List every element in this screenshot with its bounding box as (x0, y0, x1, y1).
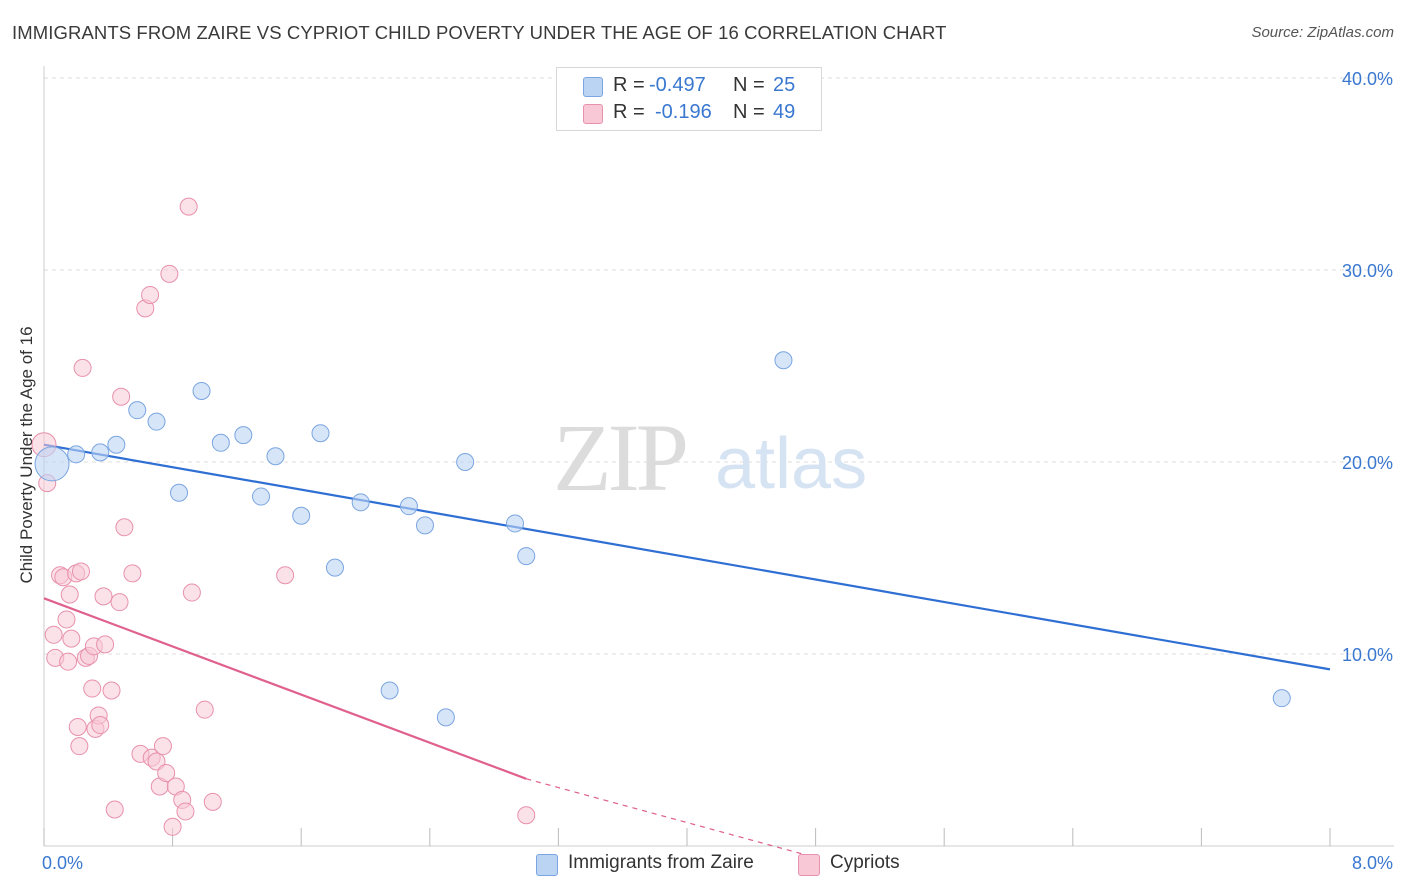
data-point-cypriots (203, 792, 222, 811)
legend-r-label: R = (613, 74, 645, 96)
data-point-zaire (252, 487, 271, 506)
data-point-cypriots (517, 806, 536, 825)
watermark-atlas: atlas (715, 424, 867, 504)
axes (43, 66, 1394, 847)
correlation-legend: R = -0.497 N = 25 R = -0.196 N = 49 (556, 67, 822, 131)
data-point-cypriots (276, 566, 295, 585)
legend-r-label: R = (613, 101, 645, 123)
data-point-cypriots (91, 716, 110, 735)
data-point-zaire (147, 412, 166, 431)
data-point-cypriots (182, 583, 201, 602)
data-point-cypriots (163, 817, 182, 836)
data-point-cypriots (179, 197, 198, 216)
data-point-cypriots (71, 562, 90, 581)
y-tick-label: 10.0% (1342, 645, 1393, 665)
data-point-zaire (292, 506, 311, 525)
data-points (31, 197, 1291, 836)
data-point-zaire (1272, 689, 1291, 708)
data-point-cypriots (60, 585, 79, 604)
data-point-zaire (211, 433, 230, 452)
y-tick-label: 30.0% (1342, 261, 1393, 281)
data-point-cypriots (70, 737, 89, 756)
data-point-cypriots (123, 564, 142, 583)
data-point-cypriots (59, 652, 78, 671)
bottom-legend-swatch-cypriots (798, 854, 820, 876)
data-point-zaire (311, 424, 330, 443)
bottom-legend-label-cypriots: Cypriots (830, 852, 900, 873)
legend-swatch-zaire (583, 77, 603, 97)
y-tick-label: 40.0% (1342, 69, 1393, 89)
bottom-legend-label-zaire: Immigrants from Zaire (568, 852, 754, 873)
data-point-cypriots (160, 264, 179, 283)
legend-n-label: N = (733, 74, 765, 96)
legend-n-value: 25 (773, 74, 796, 96)
y-axis-label: Child Poverty Under the Age of 16 (17, 326, 36, 584)
data-point-cypriots (83, 679, 102, 698)
data-point-zaire (456, 453, 475, 471)
tick-labels: 10.0% 20.0% 30.0% 40.0% 0.0% 8.0% (42, 69, 1393, 873)
chart-title: IMMIGRANTS FROM ZAIRE VS CYPRIOT CHILD P… (12, 22, 947, 43)
data-point-zaire (325, 558, 344, 577)
data-point-cypriots (141, 285, 160, 304)
data-point-cypriots (73, 358, 92, 377)
data-point-cypriots (68, 717, 87, 736)
trend-line-cypriots (43, 597, 527, 780)
data-point-cypriots (94, 587, 113, 606)
data-point-cypriots (57, 610, 76, 629)
data-point-zaire (266, 447, 285, 466)
data-point-cypriots (176, 802, 195, 821)
legend-r-value: -0.196 (655, 101, 712, 123)
x-tick-label: 0.0% (42, 853, 83, 873)
source-label: Source: ZipAtlas.com (1251, 24, 1394, 41)
data-point-zaire (67, 445, 86, 464)
data-point-cypriots (62, 629, 81, 648)
legend-n-label: N = (733, 101, 765, 123)
data-point-cypriots (153, 737, 172, 756)
data-point-zaire (505, 514, 524, 533)
data-point-zaire (415, 516, 434, 535)
data-point-cypriots (102, 681, 121, 700)
watermark: ZIP atlas (553, 404, 867, 511)
data-point-cypriots (115, 518, 134, 537)
data-point-cypriots (147, 752, 166, 771)
trend-lines (43, 443, 1331, 859)
x-tick-label: 8.0% (1352, 853, 1393, 873)
data-point-zaire (107, 435, 126, 454)
data-point-zaire (436, 708, 455, 727)
data-point-zaire (234, 426, 253, 445)
data-point-zaire (34, 446, 70, 482)
bottom-legend-swatch-zaire (536, 854, 558, 876)
data-point-zaire (517, 547, 536, 566)
data-point-cypriots (110, 593, 129, 612)
data-point-zaire (351, 493, 370, 512)
data-point-cypriots (157, 764, 176, 783)
data-point-cypriots (96, 635, 115, 654)
data-point-cypriots (44, 625, 63, 644)
legend-n-value: 49 (773, 101, 796, 123)
data-point-zaire (192, 381, 211, 400)
data-point-cypriots (105, 800, 124, 819)
y-tick-label: 20.0% (1342, 453, 1393, 473)
watermark-zip: ZIP (553, 404, 686, 511)
data-point-zaire (774, 351, 793, 370)
trend-line-zaire (43, 443, 1331, 671)
data-point-cypriots (112, 387, 131, 406)
data-point-zaire (399, 497, 418, 516)
data-point-zaire (170, 483, 189, 502)
legend-swatch-cypriots (583, 104, 603, 124)
data-point-zaire (91, 443, 110, 462)
data-point-zaire (128, 401, 147, 420)
data-point-zaire (380, 681, 399, 700)
data-point-cypriots (195, 700, 214, 719)
legend-r-value: -0.497 (649, 74, 706, 96)
grid-lines (44, 77, 1394, 655)
